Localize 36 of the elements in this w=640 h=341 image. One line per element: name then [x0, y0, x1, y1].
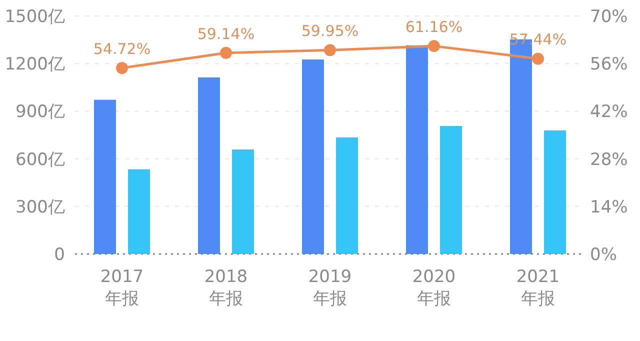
y-tick-label: 900亿 [16, 102, 65, 122]
bar [544, 130, 566, 254]
point [324, 44, 336, 56]
bar [336, 137, 358, 254]
data-label: 57.44% [509, 30, 567, 49]
y-tick-label: 300亿 [16, 197, 65, 218]
data-label: 61.16% [405, 18, 463, 36]
bar [128, 169, 150, 254]
y-tick-label: 0 [54, 244, 65, 265]
point [532, 52, 544, 65]
bar [232, 149, 254, 254]
data-label: 59.95% [301, 22, 359, 40]
data-label: 59.14% [197, 24, 255, 43]
y-tick-label: 1200亿 [4, 54, 65, 75]
bar [440, 126, 462, 254]
bar [302, 59, 324, 254]
y2-tick-label: 56% [590, 54, 628, 75]
bar [406, 45, 428, 254]
data-label: 54.72% [93, 40, 151, 58]
x-tick-label: 2018 年报 [204, 267, 248, 309]
y2-tick-label: 0% [590, 244, 617, 265]
x-tick-label: 2017 年报 [100, 267, 144, 309]
bar [94, 100, 116, 254]
x-tick-label: 2021 年报 [516, 267, 560, 309]
point [220, 46, 232, 59]
point [116, 62, 128, 74]
x-tick-label: 2019 年报 [308, 267, 352, 309]
bar [198, 77, 220, 254]
y-tick-label: 1500亿 [4, 6, 65, 27]
x-tick-label: 2020 年报 [412, 267, 456, 309]
y2-tick-label: 28% [590, 150, 628, 170]
y-tick-label: 600亿 [16, 150, 65, 170]
point [428, 40, 440, 52]
y2-tick-label: 42% [590, 102, 628, 122]
y2-tick-label: 14% [590, 197, 628, 218]
y2-tick-label: 70% [590, 6, 628, 27]
